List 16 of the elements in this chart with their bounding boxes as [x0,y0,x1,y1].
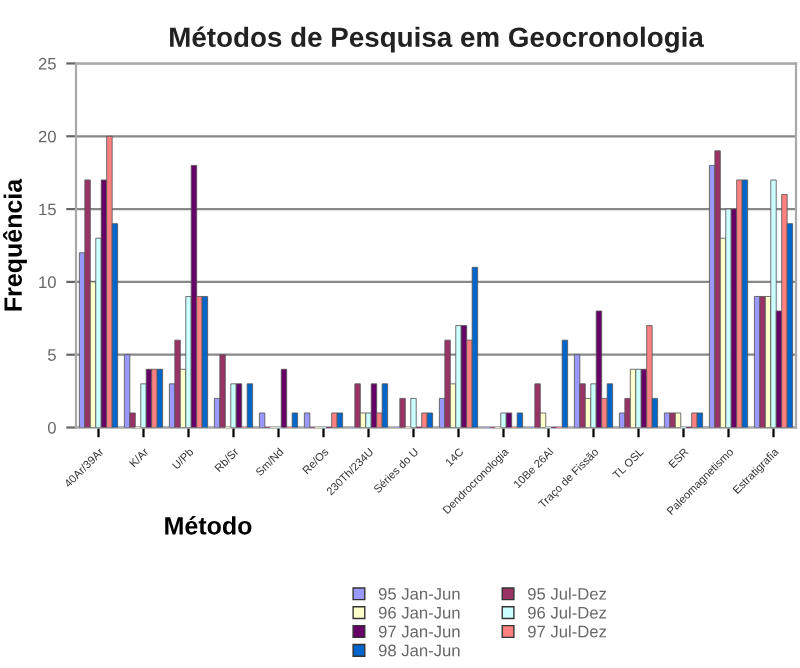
y-tick-label: 15 [39,203,56,216]
y-tick-label: 0 [47,421,56,434]
legend-label: 96 Jul-Dez [528,606,607,619]
chart-title: Métodos de Pesquisa em Geocronologia [170,26,704,53]
legend-label: 98 Jan-Jun [378,644,460,657]
legend-label: 95 Jan-Jun [378,587,460,600]
legend-label: 97 Jan-Jun [378,625,460,638]
y-tick-label: 20 [38,130,56,143]
legend-label: 96 Jan-Jun [378,606,460,619]
y-tick-label: 5 [47,349,56,361]
y-tick-label: 10 [39,276,56,289]
legend-label: 97 Jul-Dez [528,625,607,638]
legend-label: 95 Jul-Dez [528,587,607,600]
y-axis-title: Frequência [3,178,27,311]
y-tick-label: 25 [38,57,56,70]
x-axis-title: Método [165,516,252,535]
